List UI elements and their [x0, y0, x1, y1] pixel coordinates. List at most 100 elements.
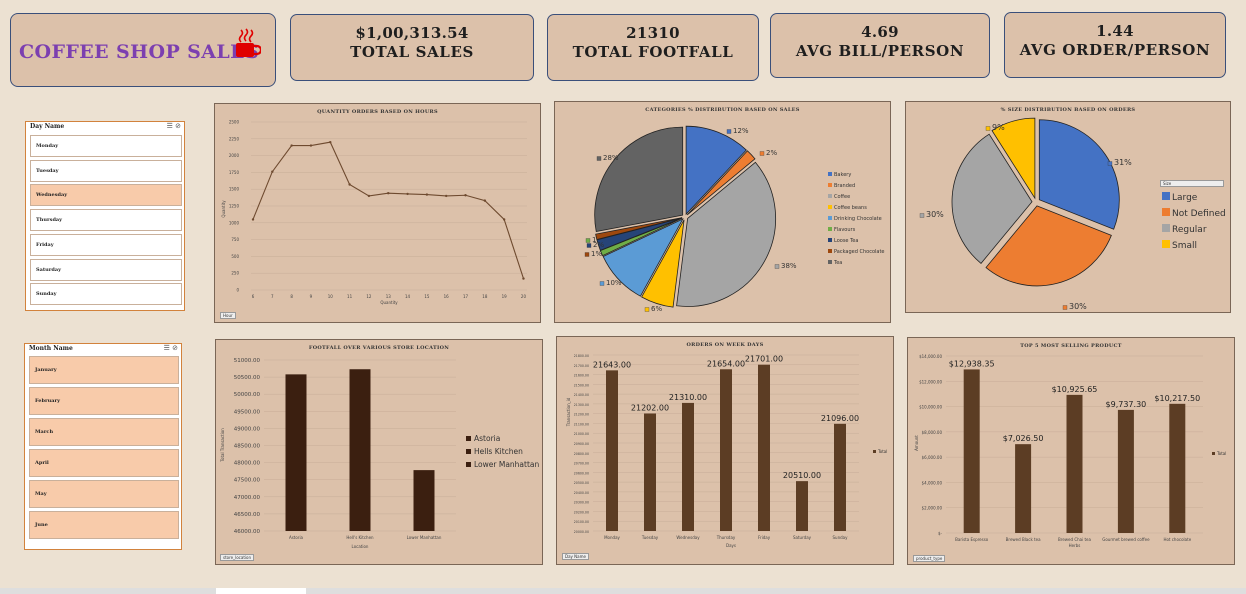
category-pie-chart: 12%2%38%6%10%1%2%1%28%BakeryBrandedCoffe… [554, 101, 891, 323]
y-tick-label: $- [938, 531, 943, 536]
top-products-chart: $- $2,000.00 $4,000.00 $6,000.00 $8,000.00 $1… [907, 337, 1235, 565]
pie-slice [985, 205, 1112, 287]
bar [834, 423, 846, 531]
pie-slice [991, 117, 1036, 200]
dashboard-title-card: COFFEE SHOP SALES [10, 13, 276, 87]
dashboard-title: COFFEE SHOP SALES [19, 41, 260, 63]
bar [606, 370, 618, 531]
clear-filter-icon[interactable]: ☰ ⊘ [163, 344, 178, 352]
store-filter-button[interactable]: store_location [220, 554, 254, 561]
y-tick-label: 51000.00 [234, 358, 261, 364]
legend-swatch [466, 462, 471, 467]
x-tick-label: 6 [252, 294, 255, 299]
slicer-item-april[interactable]: April [29, 449, 179, 477]
legend-label: Bakery [834, 172, 851, 178]
legend-swatch [828, 194, 832, 198]
x-tick-label: 9 [310, 294, 313, 299]
x-tick-label: Gourmet brewed coffee [1102, 537, 1150, 542]
x-tick-label: Brewed Black tea [1006, 537, 1041, 542]
y-tick-label: 49500.00 [234, 409, 261, 415]
chart-title: % SIZE DISTRIBUTION BASED ON ORDERS [1000, 107, 1136, 113]
weekday-orders-chart: 20000.00 20100.00 20200.00 20300.00 20400.00… [556, 336, 894, 565]
y-tick-label: 20300.00 [574, 501, 589, 505]
slicer-item-january[interactable]: January [29, 356, 179, 384]
y-tick-label: 49000.00 [234, 426, 261, 432]
slicer-item-february[interactable]: February [29, 387, 179, 415]
sheet-tab[interactable] [216, 588, 306, 594]
slicer-item-sunday[interactable]: Sunday [30, 283, 182, 305]
slicer-item-saturday[interactable]: Saturday [30, 259, 182, 281]
slicer-item-june[interactable]: June [29, 511, 179, 539]
legend-swatch [828, 260, 832, 264]
slice-label: 1% [591, 250, 602, 258]
y-tick-label: 21600.00 [574, 374, 589, 378]
y-tick-label: 1000 [229, 220, 240, 225]
x-axis-label: Quantity [380, 300, 398, 305]
day-name-slicer[interactable]: Day Name ☰ ⊘ Monday Tuesday Wednesday Th… [25, 121, 185, 311]
coffee-cup-icon [236, 28, 261, 57]
day-filter-button[interactable]: Day Name [562, 553, 589, 560]
slicer-item-tuesday[interactable]: Tuesday [30, 160, 182, 182]
slicer-item-march[interactable]: March [29, 418, 179, 446]
y-tick-label: 21300.00 [574, 403, 589, 407]
data-point [425, 193, 429, 196]
x-tick-label: 16 [444, 294, 450, 299]
bar-value-label: $10,925.65 [1052, 385, 1098, 394]
month-name-slicer[interactable]: Month Name ☰ ⊘ January February March Ap… [24, 343, 182, 550]
chart-canvas: 20000.00 20100.00 20200.00 20300.00 20400.00… [566, 354, 887, 548]
y-tick-label: 48500.00 [234, 444, 261, 450]
slice-label: 2% [766, 149, 777, 157]
data-point [464, 194, 467, 197]
legend-swatch [828, 216, 832, 220]
chart-title: FOOTFALL OVER VARIOUS STORE LOCATION [308, 345, 450, 351]
hour-filter-button[interactable]: Hour [220, 312, 236, 319]
y-tick-label: 21800.00 [574, 354, 589, 358]
label-marker [586, 243, 592, 248]
label-marker [1062, 305, 1068, 310]
y-tick-label: 47000.00 [234, 495, 261, 501]
slicer-item-wednesday[interactable]: Wednesday [30, 184, 182, 206]
hourly-quantity-chart: 0 250 500 750 1000 1250 1500 1750 2000 2250 2500 6 7… [214, 103, 541, 323]
slicer-item-monday[interactable]: Monday [30, 135, 182, 157]
y-tick-label: 20400.00 [574, 491, 589, 495]
data-point [502, 218, 506, 221]
slicer-item-may[interactable]: May [29, 480, 179, 508]
size-filter-button[interactable]: Size [1160, 180, 1224, 187]
y-tick-label: 21100.00 [574, 422, 589, 426]
legend-swatch [828, 172, 832, 176]
slice-label: 30% [1069, 302, 1087, 311]
y-axis-label: Amount [914, 435, 919, 451]
data-point [367, 194, 371, 198]
slicer-item-thursday[interactable]: Thursday [30, 209, 182, 231]
label-marker [596, 156, 602, 161]
bar [1117, 409, 1134, 533]
y-tick-label: 21000.00 [574, 432, 589, 436]
bar [963, 369, 980, 533]
bar [796, 481, 808, 531]
y-tick-label: $2,000.00 [922, 506, 943, 511]
y-tick-label: 20700.00 [574, 462, 589, 466]
kpi-label: AVG BILL/PERSON [795, 42, 965, 60]
legend-label: Large [1172, 193, 1198, 203]
slicer-item-friday[interactable]: Friday [30, 234, 182, 256]
bar-value-label: 21310.00 [669, 393, 707, 402]
legend-swatch [466, 436, 471, 441]
data-point [483, 199, 487, 202]
pie-slice [1038, 119, 1120, 230]
data-point [387, 192, 390, 195]
pie-slice [676, 161, 777, 307]
product-filter-button[interactable]: product_type [913, 555, 946, 562]
bar [682, 402, 694, 531]
bar [1169, 403, 1186, 533]
clear-filter-icon[interactable]: ☰ ⊘ [166, 122, 181, 130]
y-tick-label: $4,000.00 [922, 480, 943, 485]
chart-title: CATEGORIES % DISTRIBUTION BASED ON SALES [645, 107, 800, 113]
y-tick-label: 20600.00 [574, 471, 589, 475]
bar-value-label: 21643.00 [593, 360, 631, 369]
slice-label: 28% [603, 154, 619, 162]
x-tick-label: 19 [502, 294, 508, 299]
slice-label: 31% [1114, 158, 1132, 167]
x-tick-label: Herbs [1069, 543, 1081, 548]
legend-label: Branded [834, 183, 855, 189]
x-tick-label: Saturday [793, 535, 812, 540]
